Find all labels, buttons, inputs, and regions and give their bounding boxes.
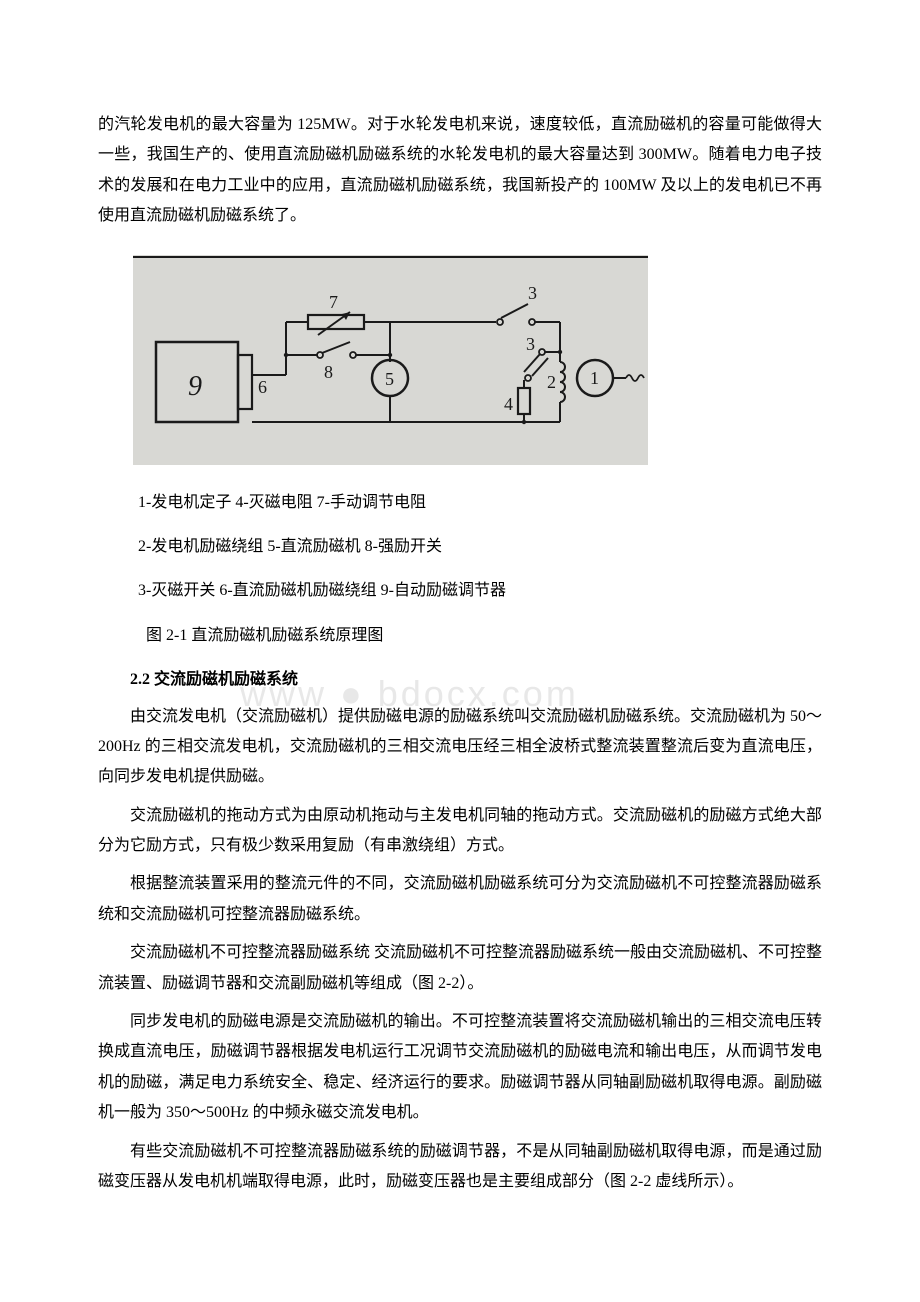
svg-text:1: 1: [590, 368, 599, 388]
svg-text:3: 3: [528, 283, 537, 303]
para-6: 有些交流励磁机不可控整流器励磁系统的励磁调节器，不是从同轴副励磁机取得电源，而是…: [98, 1137, 822, 1198]
svg-text:4: 4: [504, 394, 513, 414]
legend-line-1: 1-发电机定子 4-灭磁电阻 7-手动调节电阻: [98, 488, 822, 518]
svg-text:7: 7: [329, 292, 338, 312]
svg-text:2: 2: [547, 372, 556, 392]
para-4: 交流励磁机不可控整流器励磁系统 交流励磁机不可控整流器励磁系统一般由交流励磁机、…: [98, 938, 822, 999]
para-2: 交流励磁机的拖动方式为由原动机拖动与主发电机同轴的拖动方式。交流励磁机的励磁方式…: [98, 801, 822, 862]
legend-line-2: 2-发电机励磁绕组 5-直流励磁机 8-强励开关: [98, 532, 822, 562]
svg-text:5: 5: [385, 369, 394, 389]
legend-line-3: 3-灭磁开关 6-直流励磁机励磁绕组 9-自动励磁调节器: [98, 576, 822, 606]
svg-text:3: 3: [526, 334, 535, 354]
intro-paragraph: 的汽轮发电机的最大容量为 125MW。对于水轮发电机来说，速度较低，直流励磁机的…: [98, 110, 822, 232]
para-3: 根据整流装置采用的整流元件的不同，交流励磁机励磁系统可分为交流励磁机不可控整流器…: [98, 869, 822, 930]
figure-caption: 图 2-1 直流励磁机励磁系统原理图: [98, 621, 822, 651]
diagram-svg: 9 6 7 8 5: [128, 250, 648, 470]
svg-text:8: 8: [324, 362, 333, 382]
svg-text:6: 6: [258, 377, 267, 397]
para-1: 由交流发电机（交流励磁机）提供励磁电源的励磁系统叫交流励磁机励磁系统。交流励磁机…: [98, 702, 822, 793]
para-5: 同步发电机的励磁电源是交流励磁机的输出。不可控整流装置将交流励磁机输出的三相交流…: [98, 1007, 822, 1129]
circuit-diagram: 9 6 7 8 5: [128, 250, 822, 470]
section-heading-2-2: 2.2 交流励磁机励磁系统: [98, 665, 822, 695]
svg-text:9: 9: [188, 371, 202, 402]
